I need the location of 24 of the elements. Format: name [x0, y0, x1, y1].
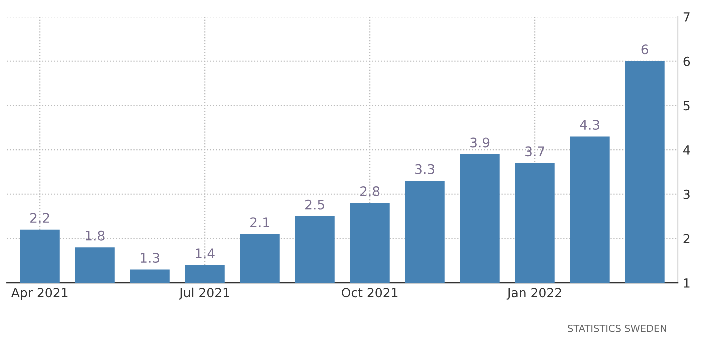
data-label: 4.3: [580, 120, 600, 130]
y-tick-label: 6: [684, 56, 690, 66]
x-tick-label: Jan 2022: [506, 288, 562, 300]
x-tick-label: Jul 2021: [179, 288, 230, 300]
y-tick-label: 3: [684, 190, 690, 200]
y-tick-label: 5: [684, 101, 690, 111]
data-label: 1.8: [86, 230, 105, 241]
data-label: 1.4: [196, 248, 215, 258]
data-label: 2.1: [250, 218, 270, 228]
y-tick-label: 1: [684, 278, 690, 288]
data-label: 3.7: [526, 146, 544, 157]
data-label: 2.2: [30, 213, 50, 223]
x-tick-label: Oct 2021: [342, 288, 398, 298]
data-label: 2.8: [360, 186, 380, 197]
data-label: 1.3: [141, 253, 160, 264]
y-tick-label: 4: [684, 146, 690, 155]
data-label: 2.5: [306, 200, 324, 210]
text: STATISTICS SWEDEN: [568, 324, 666, 332]
y-tick-label: 7: [684, 12, 690, 22]
data-label: 6: [642, 44, 648, 55]
y-tick-label: 2: [684, 234, 690, 244]
data-label: 3.9: [470, 138, 490, 148]
x-tick-label: Apr 2021: [11, 288, 68, 300]
data-label: 3.3: [416, 164, 435, 174]
